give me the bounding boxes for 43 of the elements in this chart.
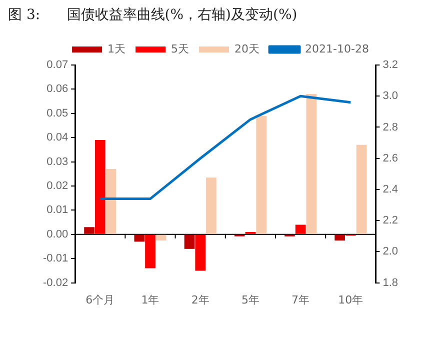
legend-label: 1天 — [108, 42, 126, 56]
y-tick-label: 0.01 — [46, 204, 68, 216]
chart-title: 图 3: 国债收益率曲线(%，右轴)及变动(%) — [8, 6, 298, 24]
legend-label: 2021-10-28 — [305, 42, 369, 56]
bar — [306, 94, 317, 234]
y-tick-label: -0.01 — [42, 252, 68, 265]
y-tick-label: 0.07 — [46, 59, 68, 72]
x-tick-label: 5年 — [241, 293, 260, 306]
y-tick-label: 0.06 — [46, 83, 68, 96]
y2-tick-label: 3.0 — [382, 90, 398, 102]
bar — [145, 234, 156, 268]
bar — [84, 227, 94, 234]
y-tick-label: 0.03 — [46, 156, 68, 168]
bar — [184, 234, 195, 249]
bar — [106, 169, 116, 234]
bar — [94, 140, 106, 234]
y2-tick-label: 2.8 — [382, 121, 398, 134]
y2-tick-label: 2.6 — [382, 152, 398, 164]
bar — [195, 234, 206, 271]
y2-tick-label: 2.2 — [382, 214, 398, 227]
legend-label: 20天 — [234, 42, 260, 56]
y2-tick-label: 1.8 — [382, 276, 398, 289]
y-tick-label: 0.04 — [46, 132, 68, 144]
y2-tick-label: 2.0 — [382, 246, 398, 258]
x-tick-label: 7年 — [292, 293, 310, 306]
y-tick-label: 0.05 — [46, 107, 68, 120]
y-tick-label: -0.02 — [42, 276, 68, 289]
bar — [156, 234, 166, 240]
y2-tick-label: 3.2 — [382, 59, 398, 72]
bar — [356, 144, 367, 234]
legend-label: 5天 — [171, 42, 190, 56]
bar — [295, 224, 306, 234]
y-tick-label: 0.00 — [46, 228, 68, 240]
bar — [334, 234, 345, 240]
x-tick-label: 10年 — [338, 293, 364, 306]
y2-tick-label: 2.4 — [382, 183, 398, 196]
y-tick-label: 0.02 — [46, 180, 68, 192]
x-tick-label: 2年 — [191, 293, 210, 306]
bar — [206, 178, 216, 234]
x-tick-label: 1年 — [141, 293, 160, 306]
bar — [256, 116, 266, 234]
x-tick-label: 6个月 — [86, 293, 115, 306]
bar — [134, 234, 145, 242]
